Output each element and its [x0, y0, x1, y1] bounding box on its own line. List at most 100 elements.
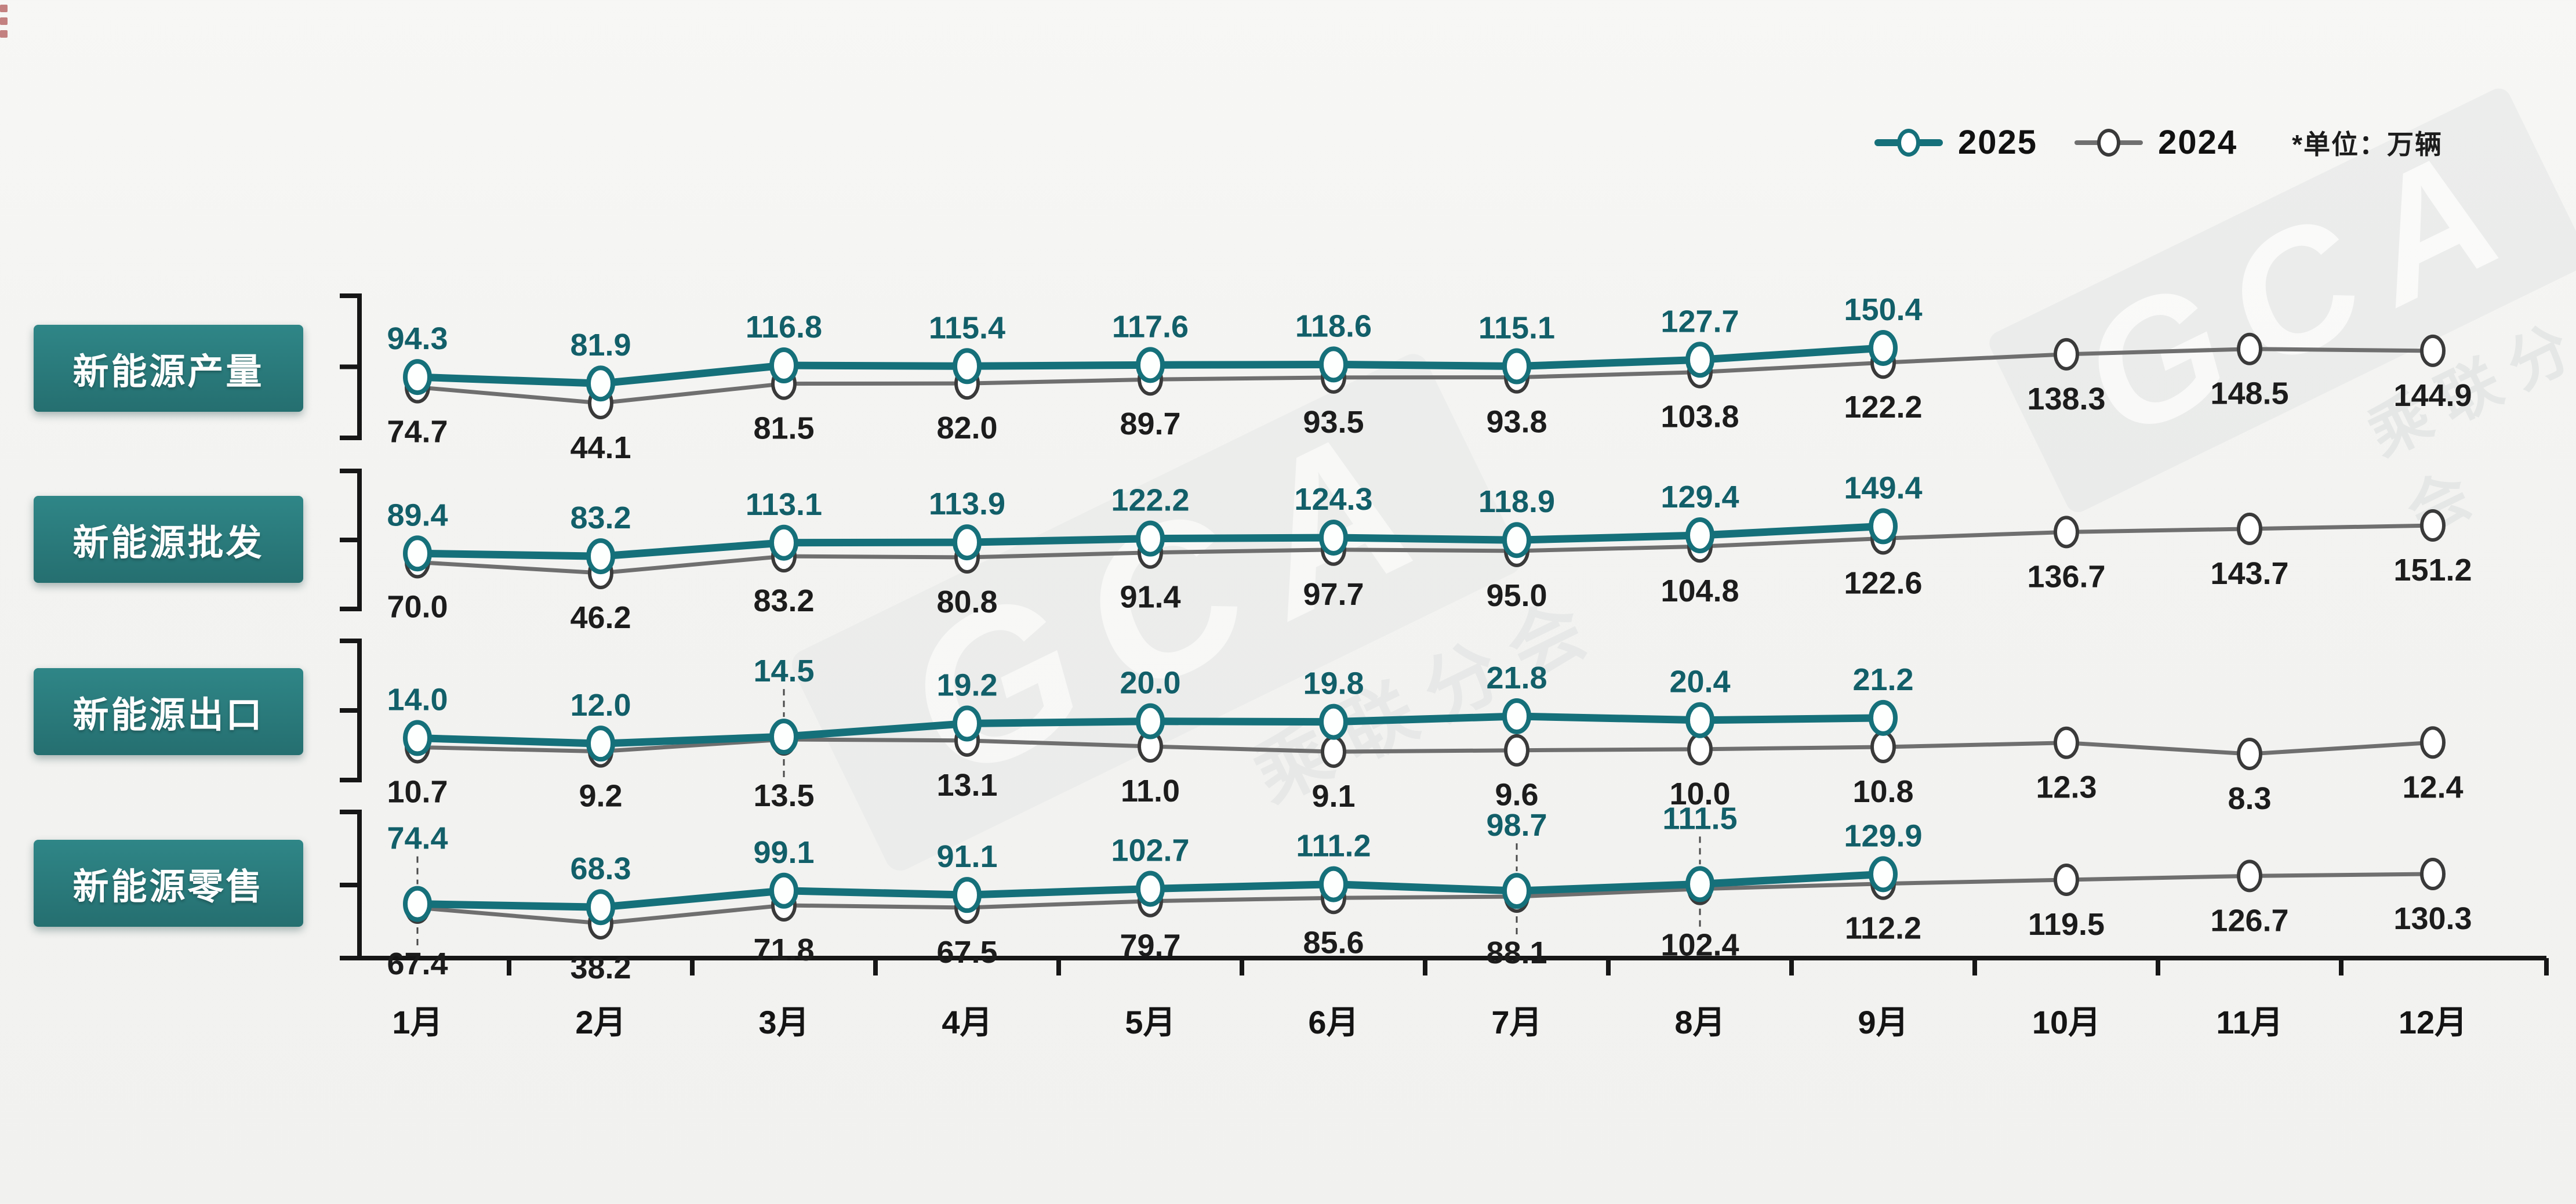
marker-2024 [2054, 726, 2079, 759]
row-label-nev-export: 新能源出口 [34, 668, 303, 755]
marker-2024 [1870, 730, 1896, 763]
marker-2025 [953, 877, 982, 913]
value-label-2024: 81.5 [753, 411, 814, 446]
marker-2025 [1136, 703, 1165, 739]
value-label-2024: 144.9 [2393, 378, 2472, 413]
line-2024-row4 [417, 872, 2433, 926]
marker-2024 [1321, 735, 1346, 768]
value-label-2025: 115.4 [929, 310, 1005, 345]
marker-2025 [1502, 873, 1531, 909]
value-label-2025: 81.9 [570, 328, 631, 362]
value-label-2024: 148.5 [2210, 376, 2288, 411]
value-label-2025: 20.0 [1120, 666, 1180, 701]
marker-2025 [1869, 699, 1898, 736]
value-label-2025: 122.2 [1111, 483, 1189, 518]
marker-2024 [2420, 334, 2446, 367]
value-label-2024: 97.7 [1303, 577, 1364, 612]
value-label-2024: 9.6 [1495, 778, 1538, 813]
value-label-2024: 67.4 [387, 946, 448, 981]
x-axis-label: 6月 [1308, 1004, 1358, 1040]
marker-2025 [1136, 520, 1165, 557]
row-axis-bracket [340, 293, 362, 440]
legend-2024-label: 2024 [2158, 124, 2238, 161]
marker-2024 [2237, 738, 2262, 770]
x-axis [359, 956, 2549, 975]
value-label-2024: 10.8 [1852, 774, 1913, 809]
marker-2025 [769, 347, 798, 384]
value-label-2025: 102.7 [1111, 833, 1189, 868]
value-label-2024: 130.3 [2393, 901, 2472, 936]
x-axis-label: 5月 [1125, 1004, 1175, 1040]
x-axis-label: 10月 [2032, 1004, 2101, 1040]
value-label-2024: 67.5 [936, 935, 997, 970]
value-label-2024: 70.0 [387, 589, 448, 624]
row-axis-bracket [340, 810, 362, 960]
marker-2025 [1319, 703, 1348, 740]
marker-2025 [1319, 346, 1348, 383]
legend: 2025 2024 *单位：万辆 [1874, 123, 2443, 162]
value-label-2025: 21.8 [1486, 661, 1547, 695]
marker-2024 [2054, 516, 2079, 549]
value-label-2024: 13.1 [936, 768, 997, 803]
value-label-2025: 124.3 [1294, 482, 1372, 517]
marker-2025 [1685, 866, 1714, 902]
legend-item-2025: 2025 [1874, 123, 2037, 162]
value-label-2024: 151.2 [2393, 553, 2472, 588]
row-label-text: 新能源产量 [72, 352, 264, 392]
marker-2024 [1687, 732, 1713, 766]
marker-2025 [1869, 508, 1898, 545]
value-label-2024: 10.7 [387, 774, 448, 809]
value-label-2024: 126.7 [2210, 903, 2288, 938]
marker-2025 [586, 726, 615, 762]
value-label-2024: 88.1 [1486, 935, 1547, 970]
marker-2024 [2054, 338, 2079, 371]
value-label-2025: 111.5 [1662, 801, 1737, 836]
legend-2025-label: 2025 [1958, 124, 2038, 161]
value-label-2025: 118.6 [1295, 309, 1372, 343]
marker-2025 [769, 719, 798, 755]
value-label-2024: 9.1 [1311, 779, 1355, 814]
value-label-2025: 118.9 [1478, 484, 1555, 519]
value-label-2024: 122.6 [1844, 565, 1922, 600]
x-axis-label: 9月 [1858, 1004, 1908, 1040]
value-label-2024: 8.3 [2228, 781, 2271, 816]
marker-2025 [586, 889, 615, 926]
value-label-2024: 119.5 [2028, 907, 2105, 942]
marker-2025 [403, 720, 432, 756]
legend-2025-line-marker-icon [1874, 128, 1943, 157]
value-label-2025: 14.0 [387, 683, 448, 717]
value-label-2024: 104.8 [1661, 574, 1739, 608]
value-label-2025: 21.2 [1852, 662, 1913, 697]
value-label-2025: 113.9 [929, 487, 1005, 521]
x-axis-label: 8月 [1674, 1004, 1725, 1040]
value-label-2024: 13.5 [753, 778, 814, 813]
value-label-2024: 138.3 [2027, 382, 2105, 416]
value-label-2024: 10.0 [1669, 777, 1730, 811]
marker-2025 [1502, 522, 1531, 559]
value-label-2024: 91.4 [1120, 580, 1180, 615]
row-axis-bracket [340, 639, 362, 782]
row-label-text: 新能源零售 [72, 867, 264, 907]
value-label-2025: 74.4 [387, 821, 448, 856]
value-label-2025: 117.6 [1112, 309, 1189, 344]
x-axis-label: 12月 [2399, 1004, 2467, 1040]
marker-2024 [2237, 332, 2262, 365]
value-label-2024: 143.7 [2210, 556, 2288, 591]
value-label-2024: 95.0 [1486, 578, 1547, 613]
marker-2025 [1685, 517, 1714, 554]
marker-2025 [1136, 871, 1165, 907]
marker-2025 [1869, 330, 1898, 366]
value-label-2024: 112.2 [1845, 911, 1921, 946]
value-label-2025: 83.2 [570, 501, 631, 535]
value-label-2025: 94.3 [387, 321, 448, 356]
value-label-2024: 74.7 [387, 415, 448, 449]
marker-2024 [2237, 512, 2262, 545]
value-label-2025: 127.7 [1661, 304, 1739, 339]
value-label-2024: 93.5 [1303, 405, 1364, 440]
value-label-2024: 103.8 [1661, 400, 1739, 434]
x-axis-label: 7月 [1491, 1004, 1542, 1040]
value-label-2024: 83.2 [753, 583, 814, 618]
value-label-2024: 85.6 [1303, 925, 1364, 960]
marker-2025 [1685, 702, 1714, 738]
